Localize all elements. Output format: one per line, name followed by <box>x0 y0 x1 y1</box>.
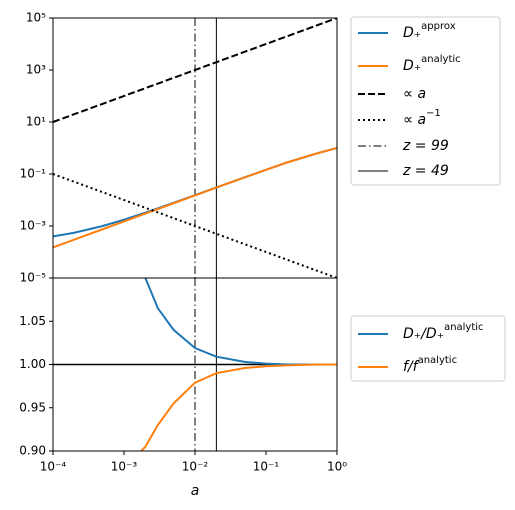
legend-name: D₊ <box>403 58 421 74</box>
legend-sup: analytic <box>421 54 461 65</box>
legend-label: ∝ a <box>403 86 426 102</box>
legend-sup: analytic <box>418 355 458 366</box>
legend-label: z = 49 <box>402 163 449 179</box>
data-line <box>53 18 337 123</box>
data-line <box>53 173 337 278</box>
legend-label: z = 99 <box>402 138 449 154</box>
y-tick-label: 1.00 <box>19 357 46 371</box>
x-tick-label: 10⁻² <box>182 460 209 474</box>
legend-name: z = 99 <box>402 138 449 154</box>
legend-name: ∝ a <box>403 112 426 128</box>
y-tick-label: 10⁻³ <box>20 219 47 233</box>
legend-name: ∝ a <box>403 86 426 102</box>
legend-sup: −1 <box>426 108 441 119</box>
data-line <box>144 278 337 366</box>
legend-name: D₊ <box>403 25 421 41</box>
legend-name: D₊/D₊ <box>403 326 444 342</box>
legend-name: f/f <box>403 359 420 375</box>
data-line <box>140 363 337 451</box>
legend-label: D₊/D₊analytic <box>403 322 484 342</box>
data-line <box>53 147 337 249</box>
x-tick-label: 10⁻⁴ <box>40 460 67 474</box>
plot-area <box>53 278 337 451</box>
y-tick-label: 10⁻¹ <box>20 167 47 181</box>
x-tick-label: 10⁻³ <box>111 460 138 474</box>
plot-area <box>53 18 337 278</box>
y-tick-label: 10¹ <box>26 115 46 129</box>
legend-label: ∝ a−1 <box>403 108 441 128</box>
legend-sup: approx <box>421 21 456 32</box>
legend-box <box>350 16 501 186</box>
y-tick-label: 1.05 <box>19 314 46 328</box>
legend-name: z = 49 <box>402 163 449 179</box>
y-tick-label: 10⁵ <box>26 11 46 25</box>
legend-label: f/fanalytic <box>403 355 457 375</box>
legend-sup: analytic <box>444 322 484 333</box>
y-tick-label: 10⁻⁵ <box>20 271 47 285</box>
legend-box <box>350 315 506 382</box>
legend-label: D₊analytic <box>403 54 461 74</box>
y-tick-label: 0.95 <box>19 400 46 414</box>
legend-label: D₊approx <box>403 21 456 41</box>
x-tick-label: 10⁻¹ <box>253 460 280 474</box>
axes-frame <box>52 277 338 452</box>
y-tick-label: 0.90 <box>19 444 46 458</box>
y-tick-label: 10³ <box>26 63 46 77</box>
x-axis-label: a <box>191 483 200 499</box>
x-tick-label: 10⁰ <box>327 460 347 474</box>
